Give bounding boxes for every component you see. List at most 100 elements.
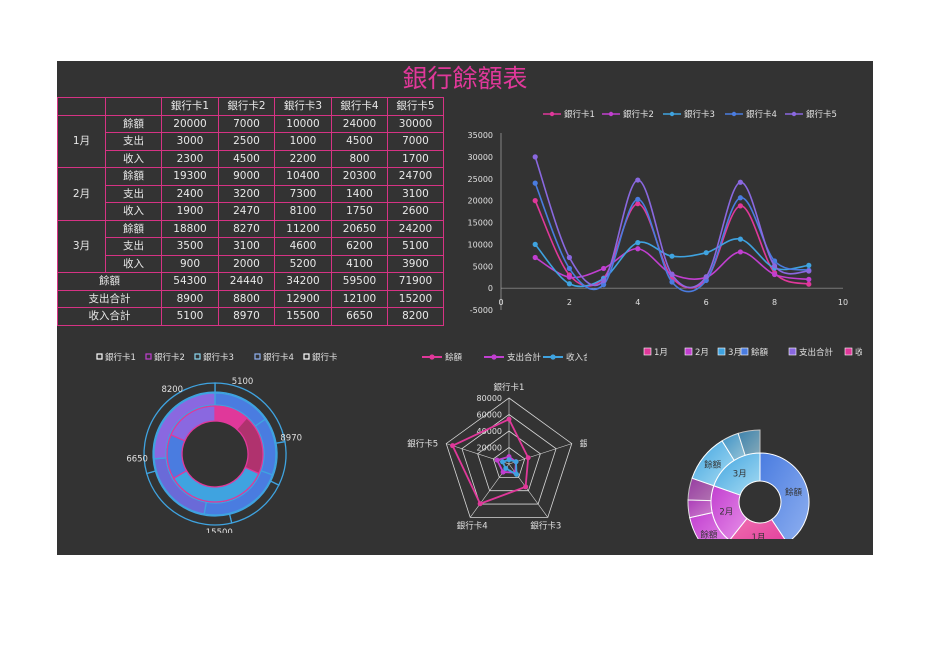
data-point bbox=[532, 180, 538, 186]
table-cell: 34200 bbox=[274, 272, 332, 291]
y-tick-label: 35000 bbox=[468, 131, 493, 140]
x-tick-label: 0 bbox=[498, 298, 503, 307]
table-cell: 2300 bbox=[161, 149, 219, 168]
table-cell: 8200 bbox=[387, 307, 444, 326]
balance-table: 銀行卡1 銀行卡2 銀行卡3 銀行卡4 銀行卡5 1月 餘額 20000 7000 10000 24… bbox=[57, 97, 444, 326]
data-point bbox=[737, 203, 743, 209]
summary-label: 收入合計 bbox=[57, 307, 162, 326]
table-cell: 7300 bbox=[274, 184, 332, 203]
legend-swatch bbox=[684, 347, 693, 356]
table-header-row: 銀行卡1 銀行卡2 銀行卡3 銀行卡4 銀行卡5 bbox=[57, 97, 444, 116]
donut-segment bbox=[166, 433, 188, 480]
data-point bbox=[806, 281, 812, 287]
y-tick-label: 25000 bbox=[468, 175, 493, 184]
legend-marker bbox=[549, 111, 555, 117]
table-cell: 3100 bbox=[218, 237, 275, 256]
table-row: 支出 3500 3100 4600 6200 5100 bbox=[58, 237, 444, 256]
table-header-cell: 銀行卡2 bbox=[218, 97, 275, 116]
data-point bbox=[601, 265, 607, 272]
table-cell: 12900 bbox=[274, 289, 332, 308]
legend-label: 支出合計 bbox=[507, 352, 542, 363]
legend-swatch bbox=[303, 353, 310, 360]
sunburst-outer-label: 餘額 bbox=[700, 529, 718, 539]
legend-label: 支出合計 bbox=[799, 347, 834, 358]
data-point bbox=[601, 278, 607, 284]
legend-label: 銀行卡5 bbox=[806, 109, 837, 120]
row-label: 收入 bbox=[105, 149, 162, 168]
x-tick-label: 2 bbox=[567, 298, 572, 307]
data-point bbox=[669, 253, 675, 259]
table-row: 收入 2300 4500 2200 800 1700 bbox=[58, 149, 444, 168]
table-cell: 15200 bbox=[387, 289, 444, 308]
page-title: 銀行餘額表 bbox=[402, 64, 528, 93]
table-cell: 1700 bbox=[387, 149, 444, 168]
legend-label: 銀行卡3 bbox=[684, 109, 715, 120]
radar-point bbox=[503, 465, 509, 471]
table-cell: 18800 bbox=[161, 219, 219, 238]
legend-swatch bbox=[844, 347, 853, 356]
table-row: 收入 900 2000 5200 4100 3900 bbox=[58, 254, 444, 273]
legend-label: 3月 bbox=[728, 348, 742, 358]
table-cell: 3200 bbox=[218, 184, 275, 203]
legend-label: 銀行卡3 bbox=[203, 352, 234, 363]
radar-series-1 bbox=[451, 418, 530, 505]
radar-grid bbox=[445, 397, 573, 518]
sunburst-chart: 1月2月3月餘額支出合計收入合計餘額1月2月3月餘額餘額餘額 bbox=[643, 347, 862, 539]
radar-point bbox=[494, 457, 500, 463]
row-label: 收入 bbox=[105, 254, 162, 273]
data-point bbox=[532, 241, 538, 247]
summary-row: 餘額 54300 24440 34200 59500 71900 bbox=[57, 272, 444, 291]
legend-label: 銀行卡1 bbox=[105, 352, 136, 363]
table-cell: 24700 bbox=[387, 167, 444, 186]
radar-point bbox=[523, 484, 529, 490]
table-cell: 8800 bbox=[218, 289, 275, 308]
legend-swatch bbox=[145, 353, 152, 360]
data-point bbox=[669, 271, 675, 278]
table-cell: 2400 bbox=[161, 184, 219, 203]
radar-point bbox=[450, 443, 456, 449]
legend-marker bbox=[791, 111, 797, 117]
legend-label: 銀行卡2 bbox=[154, 352, 185, 363]
table-cell: 4500 bbox=[218, 149, 275, 168]
data-point bbox=[532, 254, 538, 261]
series-line-4 bbox=[534, 182, 810, 293]
radar-point bbox=[525, 455, 531, 461]
table-row: 支出 3000 2500 1000 4500 7000 bbox=[58, 132, 444, 151]
data-point bbox=[737, 236, 743, 242]
legend-swatch bbox=[96, 353, 103, 360]
y-tick-label: 30000 bbox=[468, 153, 493, 162]
table-cell: 20000 bbox=[161, 114, 219, 133]
radar-point bbox=[513, 459, 519, 465]
table-cell: 2600 bbox=[387, 202, 444, 221]
table-cell: 3500 bbox=[161, 237, 219, 256]
doughnut-chart: 銀行卡1 銀行卡2 銀行卡3 銀行卡4 銀行卡5 5100 8970 15500 6650 820… bbox=[96, 352, 337, 533]
table-cell: 54300 bbox=[161, 272, 219, 291]
dashboard-panel: 銀行餘額表 銀行卡1 銀行卡2 銀行卡3 銀行卡4 銀行卡5 1月 餘額 20000 7000 1… bbox=[57, 61, 873, 555]
sunburst-inner-label: 3月 bbox=[733, 469, 747, 479]
data-point bbox=[806, 268, 812, 274]
donut-label: 8200 bbox=[161, 385, 183, 395]
radar-point bbox=[506, 457, 512, 463]
table-cell: 7000 bbox=[218, 114, 275, 133]
row-label: 餘額 bbox=[105, 114, 162, 133]
radar-category-label: 銀行卡5 bbox=[407, 439, 438, 450]
radar-point bbox=[500, 469, 506, 475]
legend-swatch bbox=[254, 353, 261, 360]
table-cell: 9000 bbox=[218, 167, 275, 186]
y-tick-label: 15000 bbox=[468, 219, 493, 228]
table-cell: 5200 bbox=[274, 254, 332, 273]
donut-segment bbox=[153, 392, 216, 460]
legend-swatch bbox=[643, 347, 652, 356]
donut-segment bbox=[143, 382, 216, 475]
data-point bbox=[532, 154, 538, 160]
table-header-cell: 銀行卡4 bbox=[331, 97, 388, 116]
legend-label: 餘額 bbox=[445, 352, 463, 363]
radar-grid bbox=[492, 447, 526, 478]
data-point bbox=[806, 276, 812, 282]
legend-label: 收入合計 bbox=[855, 347, 862, 358]
table-cell: 800 bbox=[331, 149, 388, 168]
table-cell: 2470 bbox=[218, 202, 275, 221]
row-label: 餘額 bbox=[105, 219, 162, 238]
legend-marker bbox=[491, 354, 497, 360]
